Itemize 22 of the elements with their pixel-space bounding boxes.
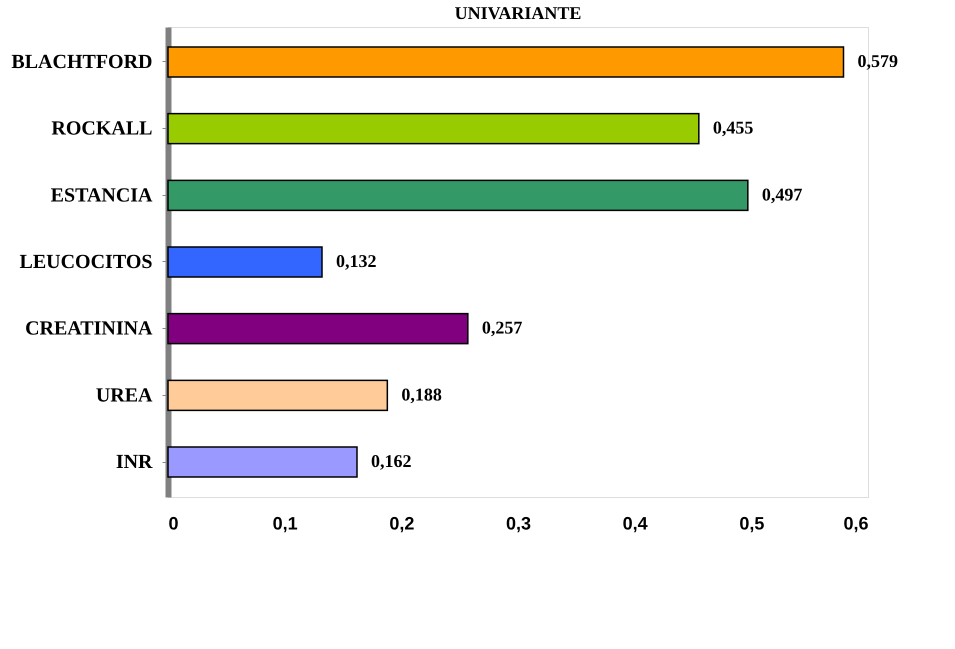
data-label: 0,497 xyxy=(762,184,802,204)
x-tick-label: 0,4 xyxy=(622,514,648,534)
y-tick-label: BLACHTFORD xyxy=(11,51,152,73)
data-label: 0,257 xyxy=(482,318,522,338)
x-tick-label: 0,2 xyxy=(389,514,414,534)
y-tick-label: LEUCOCITOS xyxy=(19,251,152,273)
data-label: 0,579 xyxy=(858,51,898,71)
data-label: 0,162 xyxy=(371,451,412,471)
chart-title: UNIVARIANTE xyxy=(454,3,582,23)
y-tick-label: UREA xyxy=(96,384,154,406)
x-tick-label: 0 xyxy=(168,514,179,534)
data-label: 0,132 xyxy=(336,251,376,271)
x-tick-label: 0,3 xyxy=(506,514,532,534)
data-label: 0,455 xyxy=(712,118,754,138)
y-tick-label: ESTANCIA xyxy=(50,184,154,206)
x-tick-label: 0,5 xyxy=(739,514,764,534)
data-label: 0,188 xyxy=(401,384,442,404)
y-tick-label: INR xyxy=(116,451,154,473)
y-tick-label: ROCKALL xyxy=(51,118,152,140)
x-tick-label: 0,6 xyxy=(843,514,868,534)
y-tick-label: CREATININA xyxy=(25,318,154,340)
x-tick-label: 0,1 xyxy=(272,514,298,534)
